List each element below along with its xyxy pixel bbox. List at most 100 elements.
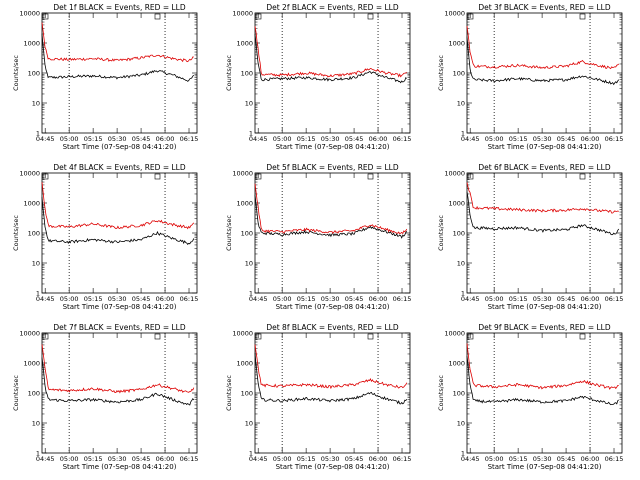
x-tick-label: 06:15 (180, 295, 199, 303)
y-tick-label: 1000 (236, 200, 253, 208)
corner-marker (255, 173, 262, 180)
x-axis-label: Start Time (07-Sep-08 04:41:20) (488, 463, 602, 471)
y-tick-label: 10 (32, 420, 40, 428)
plot-frame (41, 12, 198, 134)
x-axis-label: Start Time (07-Sep-08 04:41:20) (488, 303, 602, 311)
corner-marker (467, 13, 474, 20)
y-axis-label: Counts/sec (225, 215, 233, 251)
corner-marker (367, 13, 374, 20)
x-tick-label: 05:30 (533, 135, 552, 143)
y-tick-label: 10 (32, 260, 40, 268)
x-tick-label: 06:00 (369, 455, 388, 463)
x-tick-label: 05:45 (557, 135, 576, 143)
x-tick-label: 05:00 (485, 295, 504, 303)
x-tick-label: 04:45 (249, 455, 268, 463)
x-tick-label: 05:45 (132, 455, 151, 463)
chart-title: Det 2f BLACK = Events, RED = LLD (266, 3, 399, 12)
y-tick-label: 10000 (232, 330, 253, 338)
y-axis-label: Counts/sec (12, 55, 20, 91)
x-tick-label: 05:15 (509, 455, 528, 463)
series-line-events (466, 191, 620, 236)
x-tick-label: 05:15 (297, 135, 316, 143)
chart-title: Det 9f BLACK = Events, RED = LLD (478, 323, 611, 332)
series-line-events (41, 357, 195, 406)
x-tick-label: 04:45 (36, 135, 55, 143)
y-axis-label: Counts/sec (225, 55, 233, 91)
x-tick-label: 06:15 (393, 455, 412, 463)
y-tick-label: 10000 (232, 170, 253, 178)
y-tick-label: 10 (245, 100, 253, 108)
x-tick-label: 04:45 (461, 135, 480, 143)
x-tick-label: 06:00 (581, 455, 600, 463)
y-tick-label: 100 (28, 70, 40, 78)
y-tick-label: 100 (241, 390, 253, 398)
y-tick-label: 1 (461, 130, 465, 138)
y-tick-label: 1000 (23, 40, 40, 48)
y-tick-label: 10000 (19, 10, 40, 18)
y-tick-label: 10 (245, 420, 253, 428)
x-tick-label: 05:15 (84, 455, 103, 463)
y-tick-label: 10000 (444, 170, 465, 178)
x-tick-label: 06:00 (581, 295, 600, 303)
x-tick-label: 05:30 (321, 455, 340, 463)
y-tick-label: 1 (249, 130, 253, 138)
x-tick-label: 05:00 (273, 135, 292, 143)
plot-frame (466, 332, 623, 454)
corner-marker (42, 173, 49, 180)
x-tick-label: 05:30 (533, 295, 552, 303)
series-line-lld (466, 25, 620, 70)
series-line-lld (41, 344, 195, 394)
detector-chart-3: Det 3f BLACK = Events, RED = LLD 1 10 100 10… (437, 3, 623, 151)
x-tick-label: 04:45 (249, 135, 268, 143)
x-tick-label: 05:30 (108, 135, 127, 143)
x-axis-label: Start Time (07-Sep-08 04:41:20) (63, 143, 177, 151)
y-tick-label: 100 (28, 230, 40, 238)
y-tick-label: 1 (249, 450, 253, 458)
series-line-events (41, 33, 195, 82)
series-line-lld (41, 182, 195, 230)
chart-title: Det 3f BLACK = Events, RED = LLD (478, 3, 611, 12)
y-tick-label: 1 (36, 290, 40, 298)
chart-title: Det 8f BLACK = Events, RED = LLD (266, 323, 399, 332)
x-tick-label: 05:45 (557, 295, 576, 303)
y-tick-label: 10000 (19, 170, 40, 178)
x-tick-label: 05:15 (84, 135, 103, 143)
x-tick-label: 05:30 (108, 455, 127, 463)
y-tick-label: 100 (241, 230, 253, 238)
x-tick-label: 05:45 (345, 135, 364, 143)
y-tick-label: 1 (461, 450, 465, 458)
detector-chart-1: Det 1f BLACK = Events, RED = LLD 1 10 100 10… (12, 3, 198, 151)
chart-title: Det 1f BLACK = Events, RED = LLD (53, 3, 186, 12)
series-line-lld (254, 344, 408, 390)
y-tick-label: 1000 (236, 360, 253, 368)
y-tick-label: 1000 (448, 40, 465, 48)
x-tick-label: 06:15 (180, 135, 199, 143)
x-tick-label: 05:45 (345, 295, 364, 303)
detector-chart-7: Det 7f BLACK = Events, RED = LLD 1 10 100 10… (12, 323, 198, 471)
series-line-lld (254, 183, 408, 235)
plot-frame (41, 332, 198, 454)
detector-chart-4: Det 4f BLACK = Events, RED = LLD 1 10 100 10… (12, 163, 198, 311)
detector-chart-8: Det 8f BLACK = Events, RED = LLD 1 10 100 10… (225, 323, 411, 471)
y-tick-label: 10000 (232, 10, 253, 18)
chart-title: Det 7f BLACK = Events, RED = LLD (53, 323, 186, 332)
detector-chart-5: Det 5f BLACK = Events, RED = LLD 1 10 100 10… (225, 163, 411, 311)
y-tick-label: 1 (36, 130, 40, 138)
y-tick-label: 10 (457, 260, 465, 268)
y-tick-label: 1000 (448, 200, 465, 208)
chart-title: Det 6f BLACK = Events, RED = LLD (478, 163, 611, 172)
series-line-lld (466, 182, 619, 214)
series-line-events (254, 194, 408, 239)
y-tick-label: 1000 (23, 360, 40, 368)
plot-frame (254, 12, 411, 134)
y-axis-label: Counts/sec (225, 375, 233, 411)
x-axis-label: Start Time (07-Sep-08 04:41:20) (63, 463, 177, 471)
corner-marker (42, 333, 49, 340)
y-tick-label: 10 (457, 420, 465, 428)
corner-marker (255, 13, 262, 20)
x-tick-label: 05:00 (273, 455, 292, 463)
series-line-events (466, 355, 620, 406)
detector-chart-9: Det 9f BLACK = Events, RED = LLD 1 10 100 10… (437, 323, 623, 471)
detector-chart-6: Det 6f BLACK = Events, RED = LLD 1 10 100 10… (437, 163, 623, 311)
y-axis-label: Counts/sec (437, 55, 445, 91)
